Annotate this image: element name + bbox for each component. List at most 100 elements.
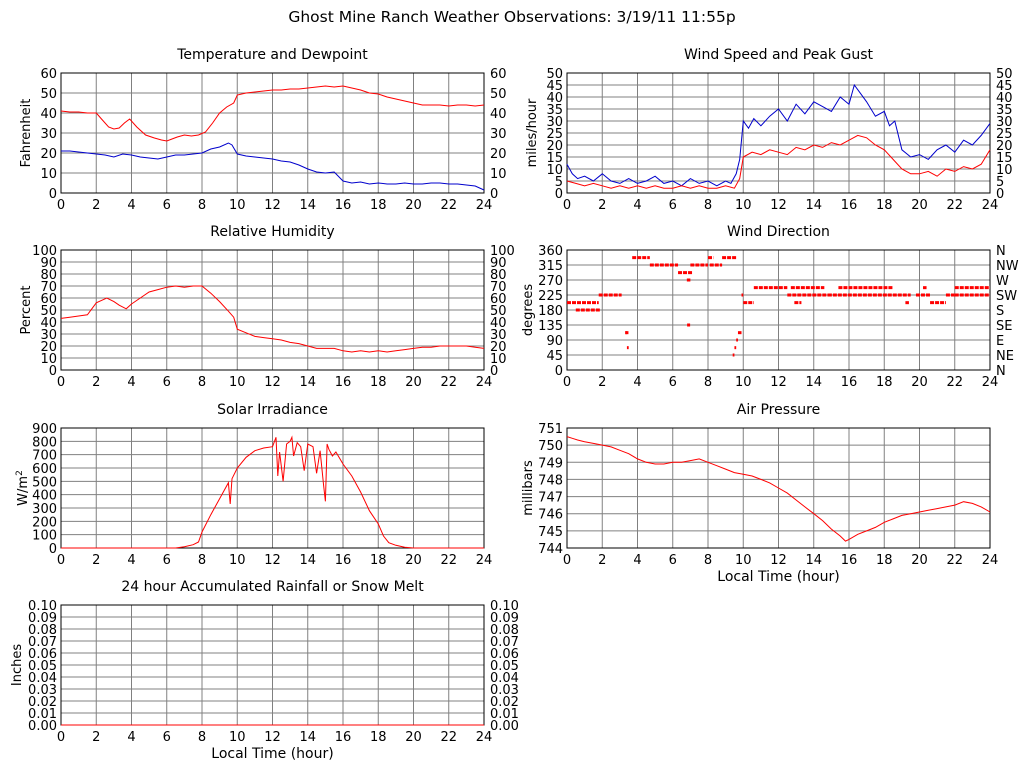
winddir-ytick-left: 180 [538,304,563,319]
rh-xtick-label: 10 [229,375,246,390]
solar-xtick-label: 10 [229,553,246,568]
rain-xtick-label: 2 [92,730,100,745]
pressure-xtick-label: 12 [770,553,787,568]
winddir-xtick-label: 10 [735,375,752,390]
solar-xtick-label: 0 [57,553,65,568]
wind-series-peak-gust [566,83,991,187]
solar-frame [60,427,485,549]
temp-ytick-right: 60 [490,67,507,82]
rh-xtick-label: 0 [57,375,65,390]
rain-ytick-left: 0.08 [28,623,57,638]
rain-xtick-label: 8 [198,730,206,745]
solar-ytick-left: 800 [32,435,57,450]
winddir-ytick-right: SE [996,319,1012,334]
solar-ytick-left: 200 [32,515,57,530]
winddir-ytick-left: 225 [538,289,563,304]
pressure-xlabel: Local Time (hour) [717,569,839,585]
temp-xtick-label: 8 [198,198,206,213]
solar-xtick-label: 12 [264,553,281,568]
temp-ytick-left: 30 [40,127,57,142]
pressure-xtick-label: 6 [669,553,677,568]
pressure-series-air-pressure [566,436,991,542]
rh-ytick-right: 20 [490,340,507,355]
wind-title: Wind Speed and Peak Gust [684,47,873,63]
winddir-xtick-label: 0 [563,375,571,390]
rh-ytick-right: 40 [490,316,507,331]
rh-ylabel: Percent [19,286,34,335]
rain-ytick-right: 0.05 [490,659,519,674]
rain-xtick-label: 0 [57,730,65,745]
wind-ytick-right: 0 [996,187,1004,202]
rain-ytick-right: 0.03 [490,683,519,698]
rain-ytick-right: 0.09 [490,611,519,626]
pressure-ytick-left: 751 [538,422,563,437]
pressure-ytick-left: 747 [538,491,563,506]
solar-ytick-left: 0 [49,542,57,557]
temp-ytick-right: 40 [490,107,507,122]
page-title: Ghost Mine Ranch Weather Observations: 3… [288,8,736,26]
rh-ytick-left: 10 [40,352,57,367]
temp-title: Temperature and Dewpoint [176,47,368,63]
rain-ytick-right: 0.01 [490,707,519,722]
winddir-xtick-label: 14 [805,375,822,390]
wind-ytick-left: 25 [546,127,563,142]
rh-ytick-right: 90 [490,256,507,271]
solar-xtick-label: 2 [92,553,100,568]
temp-ytick-right: 50 [490,87,507,102]
rain-xtick-label: 6 [163,730,171,745]
rh-ytick-left: 40 [40,316,57,331]
rain-chart: 24 hour Accumulated Rainfall or Snow Mel… [10,579,519,762]
solar-xtick-label: 14 [299,553,316,568]
wind-xtick-label: 4 [633,198,641,213]
winddir-ytick-left: 360 [538,244,563,259]
temp-ytick-right: 0 [490,187,498,202]
pressure-ytick-left: 749 [538,456,563,471]
wind-ytick-right: 35 [996,103,1013,118]
winddir-xtick-label: 22 [946,375,963,390]
temp-ytick-right: 10 [490,167,507,182]
winddir-ytick-right: N [996,244,1006,259]
rh-ytick-left: 80 [40,268,57,283]
winddir-title: Wind Direction [727,224,830,240]
temp-xtick-label: 6 [163,198,171,213]
temp-ytick-left: 50 [40,87,57,102]
pressure-xtick-label: 2 [598,553,606,568]
winddir-xtick-label: 12 [770,375,787,390]
wind-ytick-left: 35 [546,103,563,118]
rain-xtick-label: 20 [405,730,422,745]
pressure-title: Air Pressure [737,402,820,418]
winddir-ytick-left: 0 [555,364,563,379]
rh-ytick-right: 70 [490,280,507,295]
winddir-ytick-right: E [996,334,1004,349]
pressure-xtick-label: 4 [633,553,641,568]
rh-xtick-label: 16 [335,375,352,390]
wind-ytick-right: 5 [996,175,1004,190]
winddir-ylabel: degrees [521,284,536,337]
winddir-direction-point [687,323,691,327]
pressure-frame [566,427,991,549]
temp-ytick-left: 10 [40,167,57,182]
rain-ytick-right: 0.02 [490,695,519,710]
rain-ytick-right: 0.08 [490,623,519,638]
pressure-ytick-left: 745 [538,525,563,540]
pressure-xtick-label: 14 [805,553,822,568]
temp-frame [60,72,485,194]
wind-ytick-left: 40 [546,91,563,106]
rain-xtick-label: 18 [370,730,387,745]
rh-ytick-left: 100 [32,244,57,259]
rain-xtick-label: 16 [335,730,352,745]
winddir-xtick-label: 8 [704,375,712,390]
rh-ytick-left: 0 [49,364,57,379]
solar-ytick-left: 600 [32,462,57,477]
rain-ytick-right: 0.00 [490,719,519,734]
temp-series-temperature [60,85,485,142]
rh-frame [60,249,485,371]
pressure-ytick-left: 750 [538,439,563,454]
winddir-ytick-right: SW [996,289,1017,304]
winddir-ytick-right: S [996,304,1004,319]
wind-ytick-right: 40 [996,91,1013,106]
wind-xtick-label: 18 [876,198,893,213]
rain-ytick-left: 0.09 [28,611,57,626]
rh-ytick-left: 20 [40,340,57,355]
